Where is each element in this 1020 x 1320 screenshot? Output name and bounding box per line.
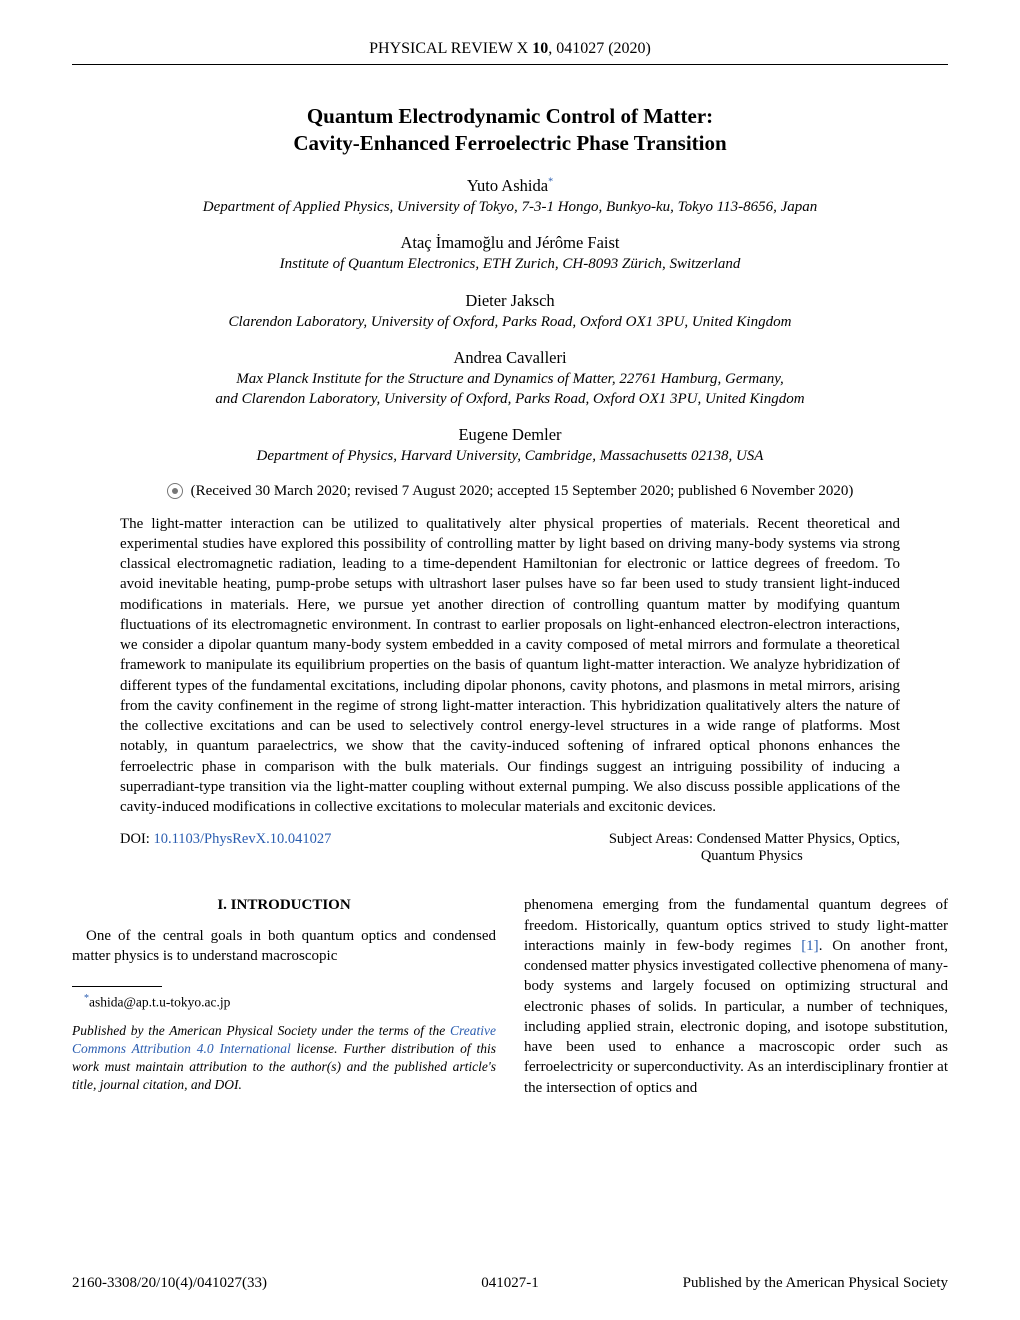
footnote-email: ashida@ap.t.u-tokyo.ac.jp <box>89 995 230 1010</box>
author-block-4: Andrea Cavalleri Max Planck Institute fo… <box>72 348 948 409</box>
footer-right: Published by the American Physical Socie… <box>683 1275 948 1292</box>
subject-areas: Subject Areas: Condensed Matter Physics,… <box>609 831 900 865</box>
right-para-post: . On another front, condensed matter phy… <box>524 938 948 1096</box>
citation-link[interactable]: [1] <box>801 938 819 954</box>
footer-page-number: 041027-1 <box>481 1275 539 1292</box>
author-name: Ataç İmamoğlu and Jérôme Faist <box>72 233 948 253</box>
doi-block: DOI: 10.1103/PhysRevX.10.041027 <box>120 831 331 865</box>
intro-para-right: phenomena emerging from the fundamental … <box>524 895 948 1098</box>
doi-label: DOI: <box>120 831 153 847</box>
title-line-1: Quantum Electrodynamic Control of Matter… <box>72 103 948 130</box>
body-columns: I. INTRODUCTION One of the central goals… <box>72 895 948 1098</box>
affiliation: Clarendon Laboratory, University of Oxfo… <box>72 313 948 333</box>
intro-para-left: One of the central goals in both quantum… <box>72 926 496 967</box>
corresponding-footnote: *ashida@ap.t.u-tokyo.ac.jp <box>72 992 496 1012</box>
journal-article: , 041027 (2020) <box>548 40 651 57</box>
abstract: The light-matter interaction can be util… <box>120 514 900 818</box>
page-footer: 2160-3308/20/10(4)/041027(33) 041027-1 P… <box>72 1275 948 1292</box>
footer-left: 2160-3308/20/10(4)/041027(33) <box>72 1275 267 1292</box>
doi-link[interactable]: 10.1103/PhysRevX.10.041027 <box>153 831 331 847</box>
affiliation: Institute of Quantum Electronics, ETH Zu… <box>72 255 948 275</box>
author-block-2: Ataç İmamoğlu and Jérôme Faist Institute… <box>72 233 948 275</box>
section-heading: I. INTRODUCTION <box>72 895 496 915</box>
journal-name: PHYSICAL REVIEW X <box>369 40 532 57</box>
author-block-3: Dieter Jaksch Clarendon Laboratory, Univ… <box>72 291 948 333</box>
author-block-5: Eugene Demler Department of Physics, Har… <box>72 425 948 467</box>
author-name: Eugene Demler <box>72 425 948 445</box>
header-rule <box>72 64 948 65</box>
affiliation-line-2: and Clarendon Laboratory, University of … <box>72 390 948 410</box>
author-name: Dieter Jaksch <box>72 291 948 311</box>
title-line-2: Cavity-Enhanced Ferroelectric Phase Tran… <box>72 130 948 157</box>
publication-dates-row: (Received 30 March 2020; revised 7 Augus… <box>72 483 948 500</box>
updates-icon[interactable] <box>167 483 183 499</box>
article-title: Quantum Electrodynamic Control of Matter… <box>72 103 948 158</box>
journal-header: PHYSICAL REVIEW X 10, 041027 (2020) <box>72 40 948 58</box>
footnote-link[interactable]: * <box>548 176 553 187</box>
doi-subjects-row: DOI: 10.1103/PhysRevX.10.041027 Subject … <box>120 831 900 865</box>
affiliation: Department of Physics, Harvard Universit… <box>72 447 948 467</box>
affiliation: Department of Applied Physics, Universit… <box>72 198 948 218</box>
right-column: phenomena emerging from the fundamental … <box>524 895 948 1098</box>
subjects-line-2: Quantum Physics <box>609 848 900 865</box>
license-pre: Published by the American Physical Socie… <box>72 1023 450 1038</box>
license-note: Published by the American Physical Socie… <box>72 1022 496 1095</box>
author-name: Yuto Ashida <box>467 176 548 195</box>
subjects-line-1: Condensed Matter Physics, Optics, <box>697 831 900 847</box>
journal-volume: 10 <box>532 40 548 57</box>
affiliation-line-1: Max Planck Institute for the Structure a… <box>72 370 948 390</box>
author-name: Andrea Cavalleri <box>72 348 948 368</box>
left-column: I. INTRODUCTION One of the central goals… <box>72 895 496 1098</box>
author-block-1: Yuto Ashida* Department of Applied Physi… <box>72 176 948 218</box>
subjects-label: Subject Areas: <box>609 831 693 847</box>
footnote-rule <box>72 986 162 987</box>
publication-dates: (Received 30 March 2020; revised 7 Augus… <box>191 483 854 500</box>
